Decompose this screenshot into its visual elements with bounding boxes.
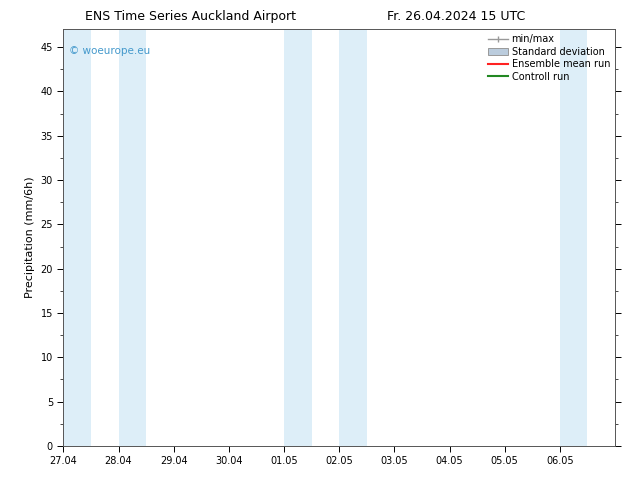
Bar [119,29,146,446]
Legend: min/max, Standard deviation, Ensemble mean run, Controll run: min/max, Standard deviation, Ensemble me… [486,32,612,83]
Text: Fr. 26.04.2024 15 UTC: Fr. 26.04.2024 15 UTC [387,10,526,23]
Text: © woeurope.eu: © woeurope.eu [69,46,150,56]
Bar [339,29,367,446]
Bar [560,29,588,446]
Bar [63,29,91,446]
Text: ENS Time Series Auckland Airport: ENS Time Series Auckland Airport [85,10,295,23]
Bar [284,29,312,446]
Y-axis label: Precipitation (mm/6h): Precipitation (mm/6h) [25,177,35,298]
